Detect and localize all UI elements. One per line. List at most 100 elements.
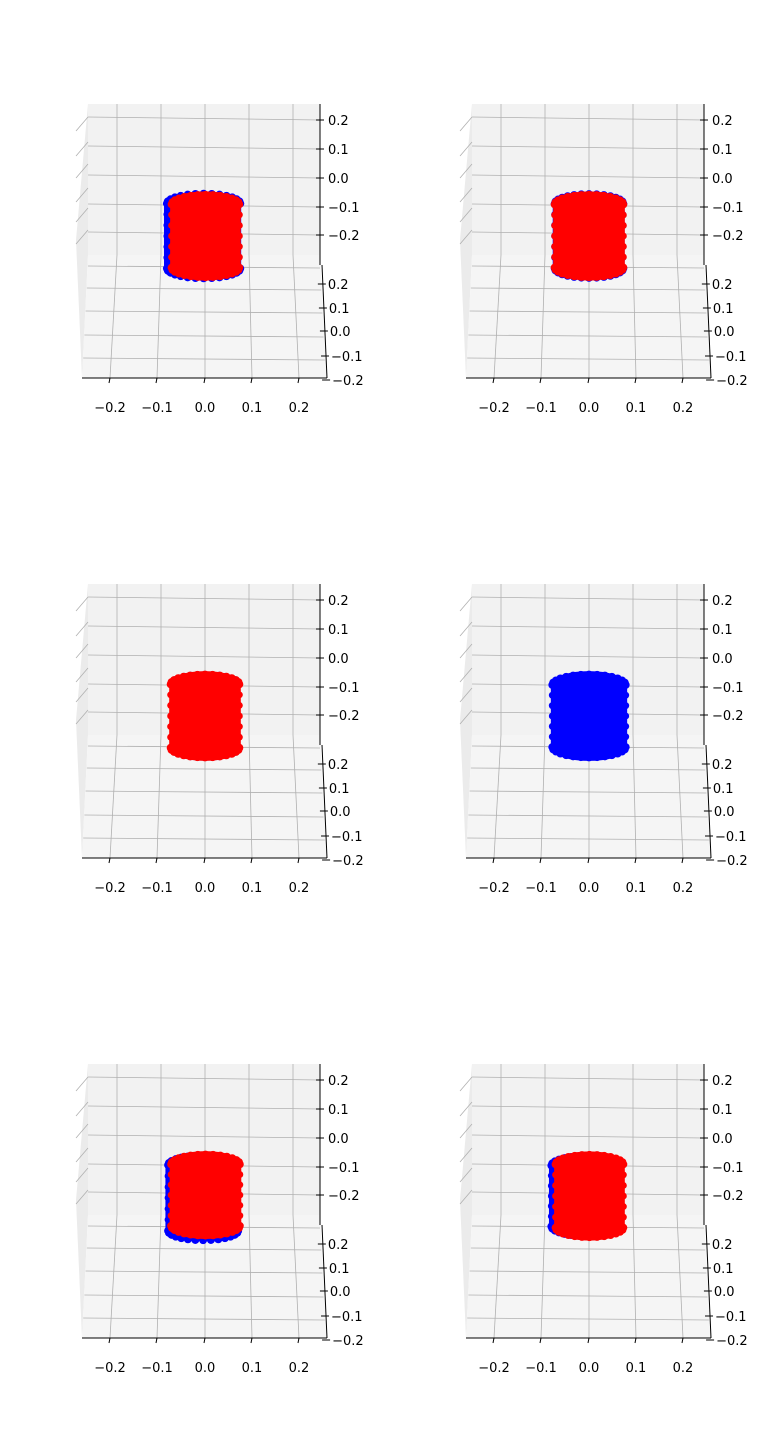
grid-h-floor bbox=[86, 287, 322, 291]
series-marker bbox=[569, 752, 578, 761]
z-tick-label: 0.2 bbox=[712, 114, 733, 129]
x-tick bbox=[587, 857, 590, 864]
x-tick bbox=[250, 1337, 253, 1344]
subplot-5: −0.2 −0.1 0.0 0.1 0.2 0.2 0.1 0.0 −0.1 −0.2 0.2 0.1… bbox=[75, 1064, 364, 1376]
series-marker bbox=[235, 243, 243, 251]
series-marker bbox=[168, 253, 176, 261]
series-marker bbox=[576, 670, 585, 679]
x-tick-label: 0.2 bbox=[673, 1361, 694, 1376]
subplot-4: −0.2 −0.1 0.0 0.1 0.2 0.2 0.1 0.0 −0.1 −0.2 0.2 0.1… bbox=[459, 584, 748, 896]
series-2-points bbox=[548, 670, 630, 762]
x-tick-label: 0.1 bbox=[242, 1361, 263, 1376]
z-tick-label: −0.2 bbox=[712, 229, 744, 244]
series-marker bbox=[193, 191, 202, 200]
series-marker bbox=[235, 691, 243, 699]
y-tick-label: 0.1 bbox=[713, 302, 734, 317]
series-marker bbox=[570, 1151, 579, 1160]
series-marker bbox=[619, 1203, 627, 1211]
series-marker bbox=[186, 191, 195, 200]
x-tick-label: 0.0 bbox=[195, 401, 216, 416]
grid-h-floor bbox=[85, 790, 323, 794]
grid-side bbox=[459, 596, 473, 612]
grid-h-back bbox=[87, 596, 321, 601]
x-tick-label: −0.2 bbox=[94, 881, 126, 896]
x-tick-label: −0.1 bbox=[141, 401, 173, 416]
series-marker bbox=[215, 671, 224, 680]
series-marker bbox=[619, 1181, 627, 1189]
subplot-2: −0.2 −0.1 0.0 0.1 0.2 0.2 0.1 0.0 −0.1 −0.2 0.2 0.1… bbox=[459, 104, 748, 416]
series-marker bbox=[548, 743, 556, 751]
x-tick bbox=[250, 857, 253, 864]
grid-v-floor bbox=[540, 254, 546, 379]
grid-side bbox=[459, 1189, 473, 1205]
floor-pane bbox=[466, 255, 711, 378]
series-marker bbox=[186, 671, 195, 680]
side-pane bbox=[76, 104, 88, 378]
z-tick-label: 0.1 bbox=[712, 1103, 733, 1118]
grid-h-floor bbox=[467, 357, 709, 361]
z-tick-label: −0.2 bbox=[328, 229, 360, 244]
y-tick-label: −0.2 bbox=[332, 374, 364, 389]
series-marker bbox=[201, 273, 210, 282]
y-tick-label: 0.2 bbox=[712, 1238, 733, 1253]
series-marker bbox=[619, 1213, 627, 1221]
series-marker bbox=[548, 712, 556, 720]
series-marker bbox=[236, 1212, 244, 1220]
series-marker bbox=[167, 1191, 175, 1199]
series-marker bbox=[235, 701, 243, 709]
y-tick-label: −0.2 bbox=[716, 854, 748, 869]
series-marker bbox=[236, 1191, 244, 1199]
floor-pane bbox=[82, 1215, 327, 1338]
grid-h-back bbox=[471, 174, 705, 179]
grid-side bbox=[459, 229, 473, 245]
grid-h-floor bbox=[85, 310, 323, 314]
ticks: −0.2 −0.1 0.0 0.1 0.2 0.2 0.1 0.0 −0.1 −0.2 0.2 0.1… bbox=[478, 1074, 747, 1376]
x-tick-label: 0.1 bbox=[626, 401, 647, 416]
z-tick-label: −0.1 bbox=[712, 681, 744, 696]
y-tick-label: 0.0 bbox=[714, 805, 735, 820]
series-marker bbox=[569, 671, 578, 680]
x-tick bbox=[587, 1337, 590, 1344]
series-marker bbox=[201, 1231, 210, 1240]
x-tick bbox=[108, 377, 111, 384]
series-marker bbox=[593, 670, 602, 679]
y-tick-label: −0.1 bbox=[715, 1310, 747, 1325]
grid-h-floor bbox=[86, 767, 322, 771]
point-cloud bbox=[550, 190, 628, 282]
grid-v-floor bbox=[493, 254, 502, 379]
grid-v-floor bbox=[632, 1214, 637, 1339]
z-tick-label: −0.2 bbox=[712, 1189, 744, 1204]
y-tick-label: 0.2 bbox=[328, 1238, 349, 1253]
grid-h-back bbox=[471, 116, 705, 121]
series-marker bbox=[168, 200, 176, 208]
back-pane bbox=[472, 584, 704, 735]
x-tick bbox=[155, 1337, 158, 1344]
grid-side bbox=[459, 1076, 473, 1092]
series-marker bbox=[179, 751, 188, 760]
series-2-points bbox=[551, 1150, 628, 1242]
grid-side bbox=[75, 1189, 89, 1205]
grid-side bbox=[459, 687, 473, 703]
floor-pane bbox=[466, 735, 711, 858]
series-marker bbox=[599, 191, 608, 200]
y-tick-label: −0.1 bbox=[331, 1310, 363, 1325]
series-marker bbox=[193, 272, 202, 281]
x-tick-label: −0.1 bbox=[525, 1361, 557, 1376]
series-marker bbox=[585, 670, 593, 679]
x-tick-label: −0.2 bbox=[478, 1361, 510, 1376]
grid-side bbox=[75, 1076, 89, 1092]
z-tick-label: −0.2 bbox=[328, 709, 360, 724]
z-tick-label: −0.1 bbox=[712, 201, 744, 216]
grid-h-floor bbox=[84, 334, 324, 338]
series-marker bbox=[167, 733, 175, 741]
series-marker bbox=[186, 272, 195, 281]
series-marker bbox=[216, 272, 225, 281]
grid-v-floor bbox=[109, 254, 118, 379]
series-marker bbox=[167, 1222, 175, 1230]
ticks: −0.2 −0.1 0.0 0.1 0.2 0.2 0.1 0.0 −0.1 −0.2 0.2 0.1… bbox=[94, 594, 363, 896]
series-marker bbox=[167, 712, 175, 720]
series-marker bbox=[622, 733, 630, 741]
y-tick-label: −0.2 bbox=[332, 854, 364, 869]
y-tick-label: 0.2 bbox=[328, 758, 349, 773]
series-marker bbox=[585, 1233, 594, 1242]
